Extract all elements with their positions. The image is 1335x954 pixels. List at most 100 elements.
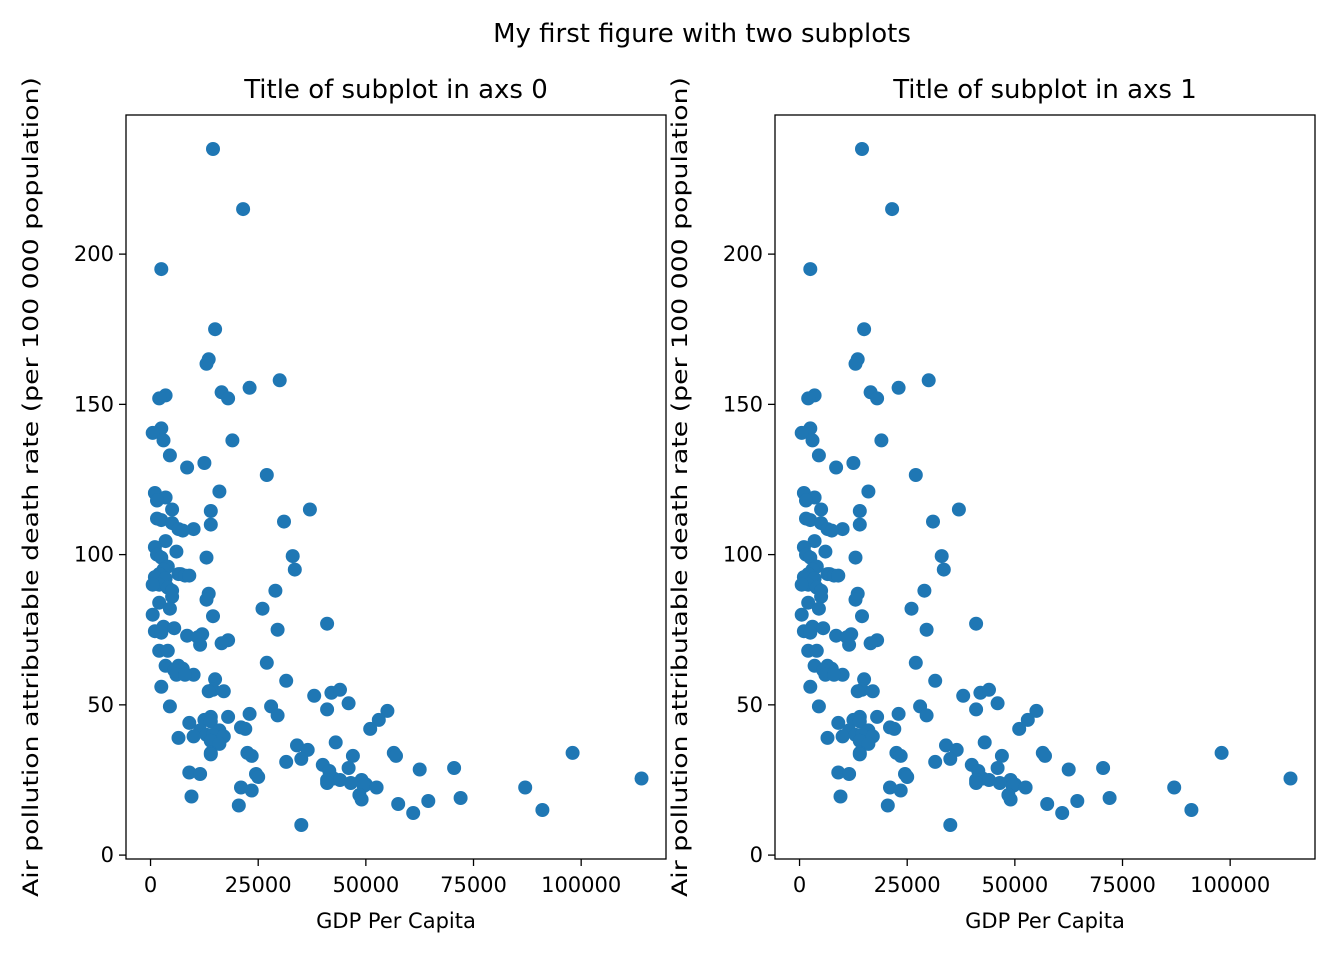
scatter-point <box>934 549 949 564</box>
scatter-point <box>165 502 180 517</box>
scatter-point <box>936 562 951 577</box>
y-tick-label: 150 <box>74 392 114 416</box>
x-tick-label: 75000 <box>1089 873 1156 897</box>
scatter-point <box>969 702 984 717</box>
scatter-point <box>951 502 966 517</box>
scatter-point <box>908 655 923 670</box>
scatter-point <box>154 625 169 640</box>
scatter-point <box>1038 748 1052 763</box>
scatter-point <box>199 356 214 371</box>
scatter-point <box>206 142 220 156</box>
plot-area-axs-0 <box>125 114 667 860</box>
scatter-point <box>285 549 300 564</box>
scatter-point <box>842 637 857 652</box>
scatter-point <box>184 789 199 804</box>
scatter-point <box>835 522 850 537</box>
scatter-point <box>186 522 201 537</box>
scatter-point <box>1018 780 1033 795</box>
scatter-point <box>345 748 360 763</box>
subplot-axs-0: Title of subplot in axs 0 0 25000 50000 750… <box>19 75 667 933</box>
scatter-point <box>943 818 958 832</box>
scatter-point <box>1061 762 1076 777</box>
scatter-point <box>883 780 897 795</box>
scatter-point <box>835 729 850 744</box>
scatter-point <box>287 562 302 577</box>
scatter-point <box>169 544 184 559</box>
scatter-point <box>354 792 369 807</box>
scatter-point <box>152 391 167 406</box>
scatter-point <box>518 780 533 795</box>
scatter-point <box>389 748 403 763</box>
scatter-point <box>341 761 356 775</box>
scatter-point <box>926 514 940 529</box>
scatter-points-axs-0 <box>145 142 649 832</box>
scatter-point <box>212 484 227 499</box>
scatter-point <box>216 684 231 699</box>
scatter-point <box>201 684 216 699</box>
scatter-point <box>279 754 294 769</box>
scatter-point <box>175 523 190 538</box>
scatter-point <box>874 433 889 448</box>
scatter-point <box>919 708 934 723</box>
scatter-point <box>1283 771 1298 786</box>
x-axis-label-axs-0: GDP Per Capita <box>316 909 476 933</box>
scatter-point <box>341 696 356 711</box>
scatter-point <box>870 709 885 724</box>
scatter-point <box>900 770 915 784</box>
subplot-title-axs-0: Title of subplot in axs 0 <box>243 75 548 105</box>
x-axis-ticks-axs-0: 0 25000 50000 75000 100000 <box>144 859 621 897</box>
scatter-point <box>956 688 971 703</box>
scatter-point <box>156 433 171 448</box>
scatter-point <box>1055 806 1070 820</box>
scatter-point <box>1040 797 1055 811</box>
scatter-point <box>193 767 208 781</box>
scatter-point <box>870 391 885 406</box>
scatter-point <box>634 771 649 786</box>
scatter-point <box>234 780 248 795</box>
scatter-point <box>242 706 257 721</box>
y-tick-label: 100 <box>723 543 763 567</box>
scatter-point <box>272 373 287 388</box>
x-tick-label: 100000 <box>1190 873 1270 897</box>
scatter-point <box>145 577 160 592</box>
scatter-point <box>885 202 900 217</box>
scatter-point <box>290 738 304 753</box>
scatter-point <box>831 765 846 780</box>
scatter-point <box>145 607 160 622</box>
scatter-point <box>421 794 436 808</box>
scatter-point <box>214 636 229 651</box>
scatter-point <box>152 595 167 610</box>
scatter-point <box>811 601 826 616</box>
scatter-point <box>1070 794 1085 808</box>
scatter-point <box>162 601 177 616</box>
y-tick-label: 0 <box>750 843 763 867</box>
scatter-point <box>829 460 844 475</box>
scatter-point <box>242 380 257 395</box>
scatter-point <box>208 322 223 337</box>
scatter-point <box>391 797 406 811</box>
scatter-point <box>803 679 818 694</box>
subplot-axs-1: Title of subplot in axs 1 0 25000 50000 750… <box>668 75 1316 933</box>
scatter-point <box>852 747 867 762</box>
x-tick-label: 75000 <box>440 873 507 897</box>
x-axis-ticks-axs-1: 0 25000 50000 75000 100000 <box>793 859 1270 897</box>
scatter-point <box>199 592 214 607</box>
scatter-point <box>208 672 223 687</box>
scatter-point <box>259 468 274 482</box>
x-axis-label-axs-1: GDP Per Capita <box>965 909 1125 933</box>
y-axis-ticks-axs-1: 0 50 100 150 200 <box>723 242 775 867</box>
scatter-point <box>203 747 218 762</box>
scatter-point <box>969 616 984 631</box>
scatter-point <box>320 702 335 717</box>
scatter-point <box>221 391 236 406</box>
scatter-point <box>363 721 378 736</box>
scatter-point <box>447 761 462 775</box>
scatter-point <box>180 460 195 475</box>
scatter-point <box>803 625 818 640</box>
scatter-point <box>831 715 846 730</box>
scatter-point <box>852 504 867 518</box>
subplot-title-axs-1: Title of subplot in axs 1 <box>892 75 1197 105</box>
scatter-point <box>320 616 335 631</box>
scatter-point <box>846 456 861 470</box>
scatter-point <box>244 748 259 763</box>
